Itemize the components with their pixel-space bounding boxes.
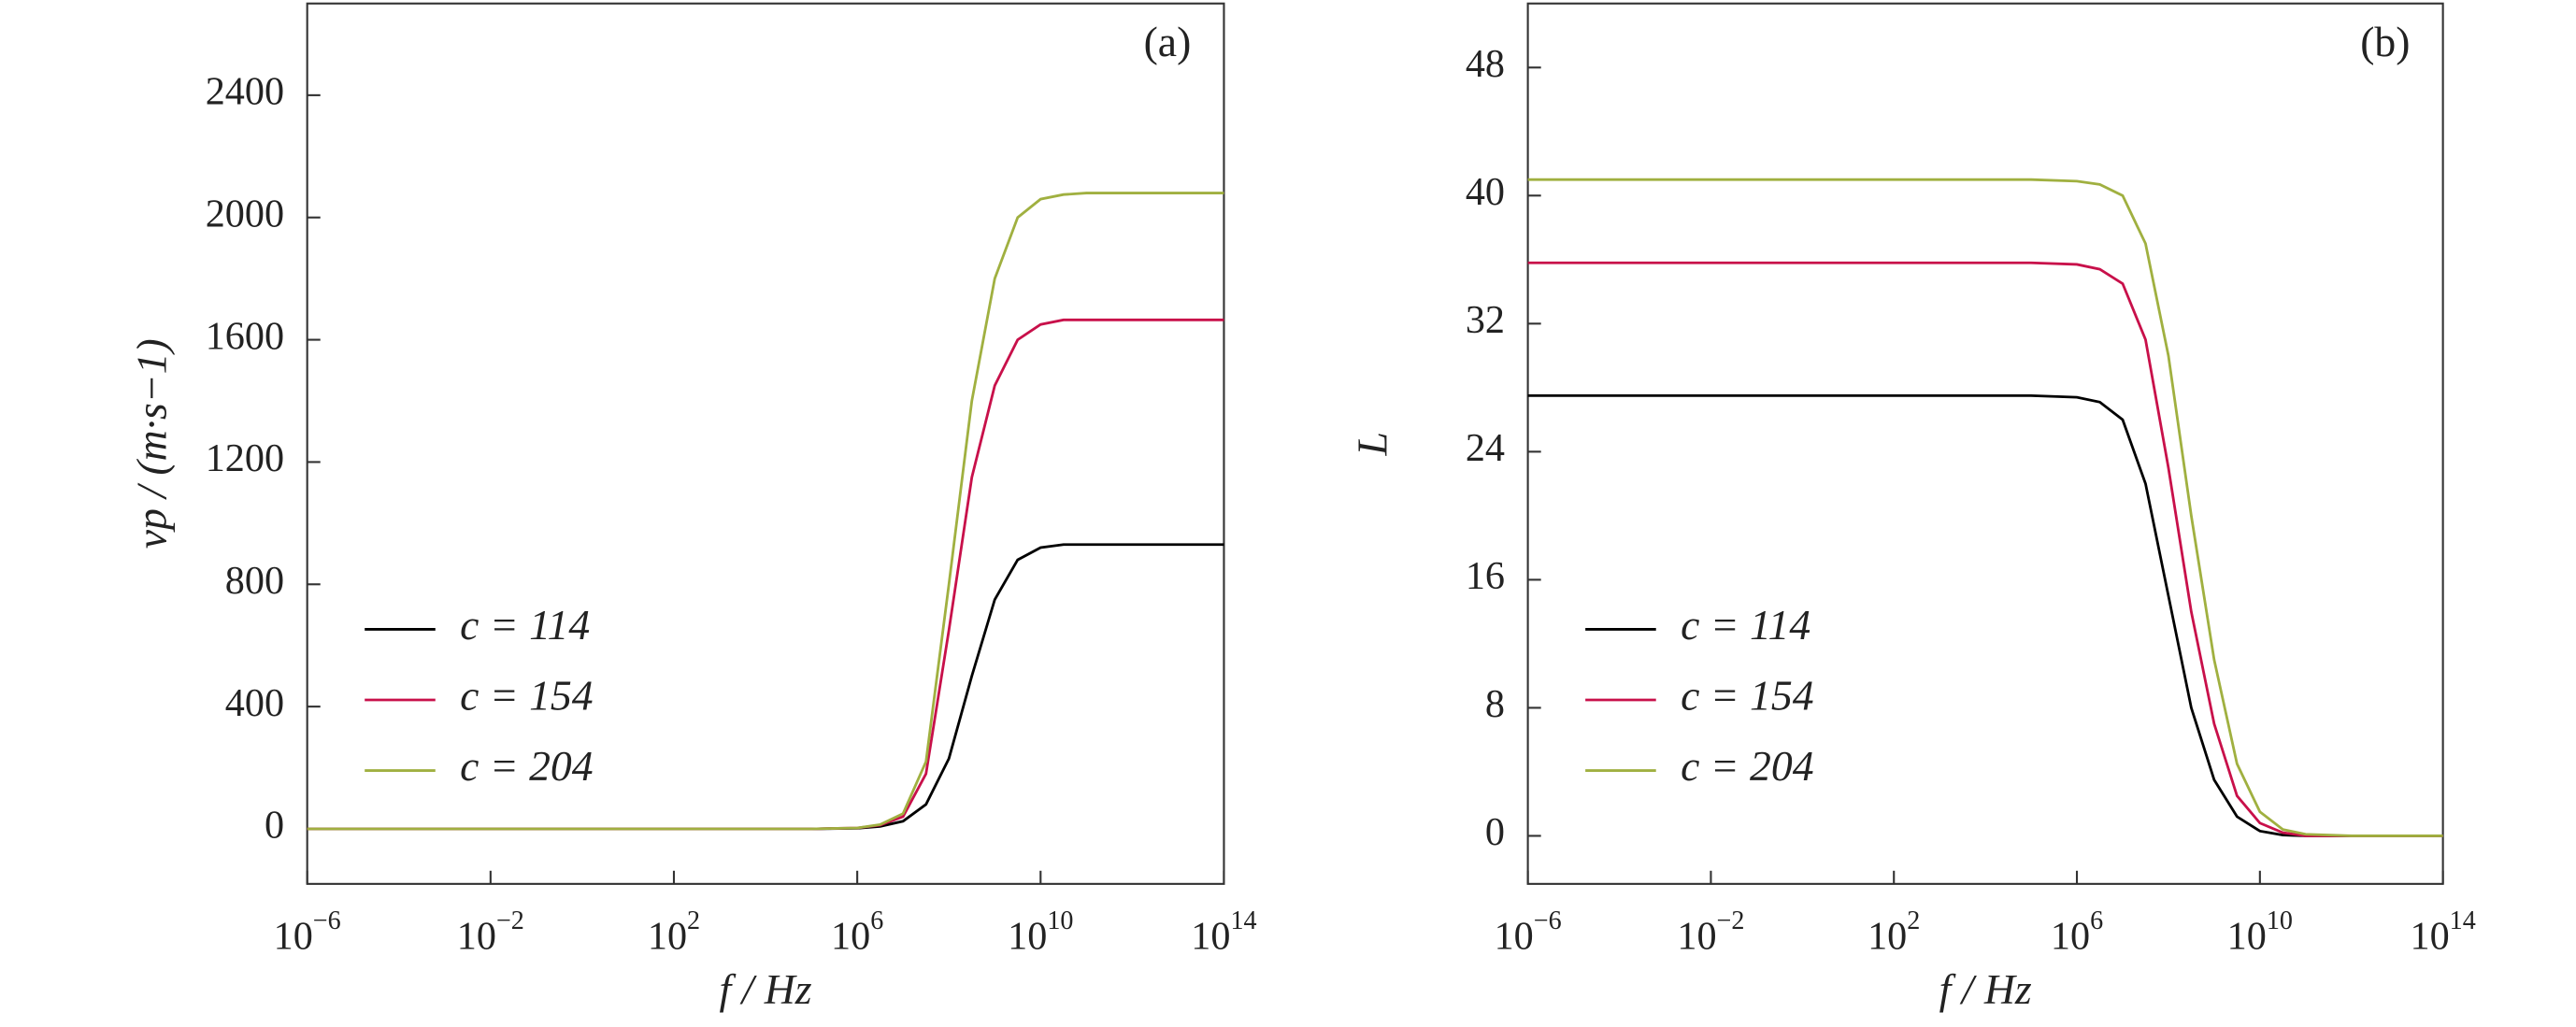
- y-tick-label: 2400: [206, 70, 284, 114]
- series-line: [1527, 393, 2443, 837]
- legend-label: c = 114: [460, 601, 590, 649]
- legend-label: c = 204: [1681, 742, 1813, 790]
- y-axis-label: vp / (m·s−1): [127, 338, 175, 549]
- y-tick-label: 800: [225, 559, 284, 603]
- plot-frame: [306, 2, 1225, 885]
- series-line: [307, 543, 1224, 831]
- y-tick-label: 1600: [206, 314, 284, 358]
- y-tick-label: 32: [1466, 298, 1505, 342]
- x-tick-label: 102: [1868, 906, 1920, 958]
- x-tick-label: 106: [831, 906, 883, 958]
- series-line: [307, 192, 1224, 831]
- x-axis-label: f / Hz: [720, 965, 812, 1013]
- y-tick-label: 1200: [206, 436, 284, 480]
- panel-annotation: (b): [2360, 18, 2410, 65]
- legend-label: c = 154: [1681, 671, 1813, 719]
- legend-label: c = 154: [460, 671, 593, 719]
- series-line: [307, 318, 1224, 831]
- y-tick-label: 8: [1485, 682, 1505, 726]
- x-tick-label: 1014: [1191, 906, 1256, 958]
- y-tick-label: 0: [1485, 810, 1505, 854]
- x-tick-label: 106: [2051, 906, 2103, 958]
- x-tick-label: 102: [648, 906, 700, 958]
- panel-annotation: (a): [1144, 18, 1192, 65]
- y-tick-label: 24: [1466, 426, 1505, 470]
- series-line: [1527, 178, 2443, 837]
- legend-label: c = 114: [1681, 601, 1810, 649]
- x-tick-label: 1014: [2410, 906, 2475, 958]
- y-tick-label: 40: [1466, 170, 1505, 214]
- legend-label: c = 204: [460, 742, 593, 790]
- x-tick-label: 10−2: [457, 906, 524, 958]
- x-tick-label: 10−6: [274, 906, 341, 958]
- y-tick-label: 400: [225, 681, 284, 725]
- x-tick-label: 1010: [1008, 906, 1073, 958]
- x-tick-label: 10−2: [1677, 906, 1744, 958]
- y-tick-label: 0: [265, 804, 284, 848]
- y-tick-label: 16: [1466, 554, 1505, 598]
- y-axis-label: L: [1348, 432, 1395, 456]
- y-tick-label: 2000: [206, 192, 284, 235]
- series-line: [1527, 261, 2443, 837]
- y-tick-label: 48: [1466, 42, 1505, 86]
- x-tick-label: 10−6: [1495, 906, 1562, 958]
- plot-frame: [1526, 2, 2444, 885]
- x-tick-label: 1010: [2227, 906, 2293, 958]
- x-axis-label: f / Hz: [1939, 965, 2032, 1013]
